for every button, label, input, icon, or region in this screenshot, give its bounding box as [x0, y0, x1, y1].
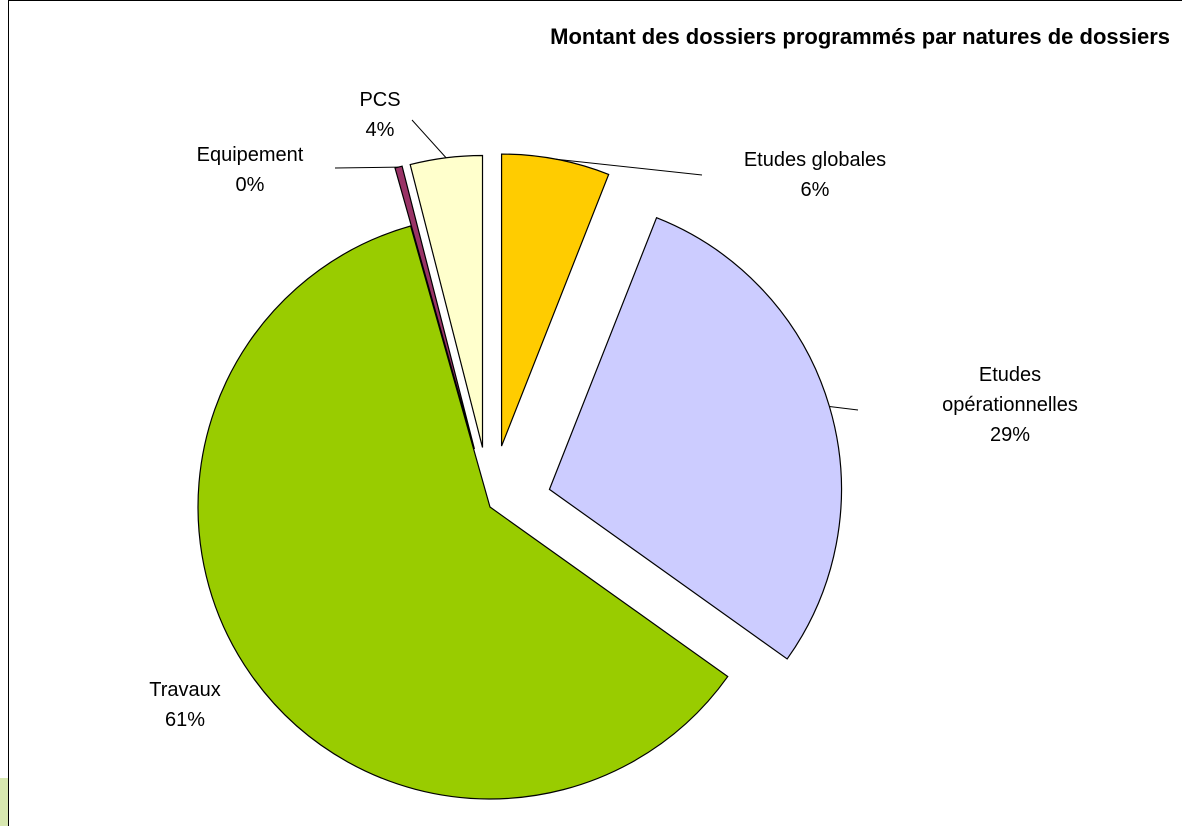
leader-line — [411, 119, 447, 159]
slice-percent: 6% — [800, 179, 830, 201]
pie-slice — [409, 154, 484, 448]
slice-name: Equipement — [196, 144, 304, 166]
leader-line — [829, 405, 859, 411]
slice-label: Travaux 61% — [100, 675, 270, 735]
slice-percent: 29% — [989, 424, 1031, 446]
slice-label: Equipement 0% — [165, 140, 335, 200]
slice-name: Travaux — [149, 679, 221, 701]
slice-name: PCS — [359, 89, 401, 111]
slice-name: Etudes globales — [743, 149, 887, 171]
slice-label: Etudes globales 6% — [730, 145, 900, 205]
slice-label: PCS 4% — [295, 85, 465, 145]
leader-line — [556, 158, 703, 176]
leader-line — [334, 166, 399, 169]
pie-slice — [500, 153, 610, 447]
slice-percent: 4% — [365, 119, 395, 141]
slice-label: Etudes opérationnelles 29% — [925, 360, 1095, 450]
pie-slice — [548, 216, 843, 660]
slice-name: Etudes opérationnelles — [942, 364, 1078, 416]
pie-slice — [197, 225, 729, 800]
edge-decoration — [0, 778, 8, 826]
slice-percent: 61% — [164, 709, 206, 731]
chart-title: Montant des dossiers programmés par natu… — [550, 24, 1170, 49]
slice-percent: 0% — [235, 174, 265, 196]
